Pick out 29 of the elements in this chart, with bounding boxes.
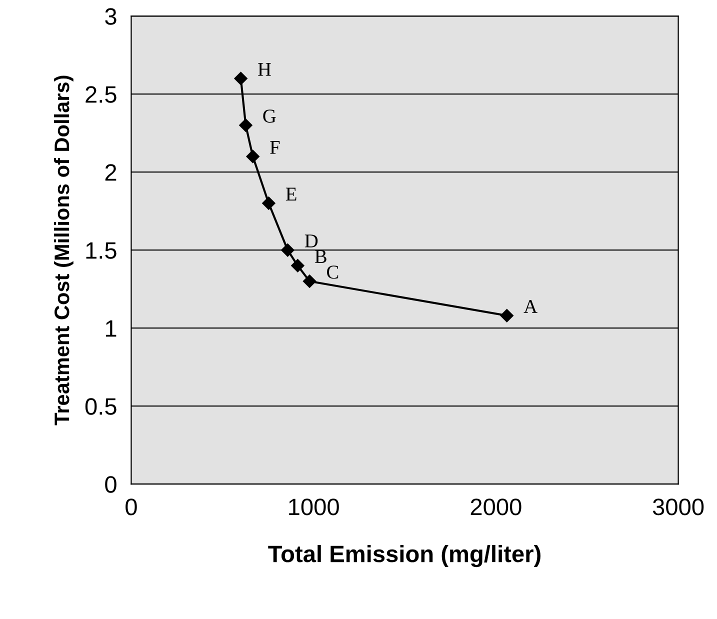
y-tick-label: 2.5 [86,86,116,103]
y-tick-label: 2 [105,164,116,181]
point [291,259,304,272]
annotation: C [327,266,338,279]
point [246,150,260,164]
x-axis-title: Total Emission (mg/liter) [268,544,540,568]
y-axis-title: Treatment Cost (Millions of Dollars) [54,76,74,426]
y-tick-label: 3 [105,8,116,25]
point [234,72,248,86]
annotation: E [286,188,296,200]
point [500,309,514,322]
y-tick-label: 0 [105,476,116,493]
point [302,274,316,288]
y-tick-label: 0.5 [85,398,116,415]
annotation: F [270,140,280,154]
annotation: B [314,250,326,263]
x-tick-label: 0 [126,498,137,516]
annotation: D [304,234,318,248]
y-tick-label: 1 [106,320,116,337]
annotation: A [524,300,538,313]
x-tick-label: 3000 [652,498,704,516]
point [239,118,252,132]
x-tick-label: 1000 [289,498,339,516]
annotation: H [258,62,271,76]
y-tick-label: 1.5 [86,242,116,259]
x-tick-label: 2000 [470,498,522,516]
point [281,243,294,257]
annotation: G [263,110,276,123]
point [262,196,276,210]
